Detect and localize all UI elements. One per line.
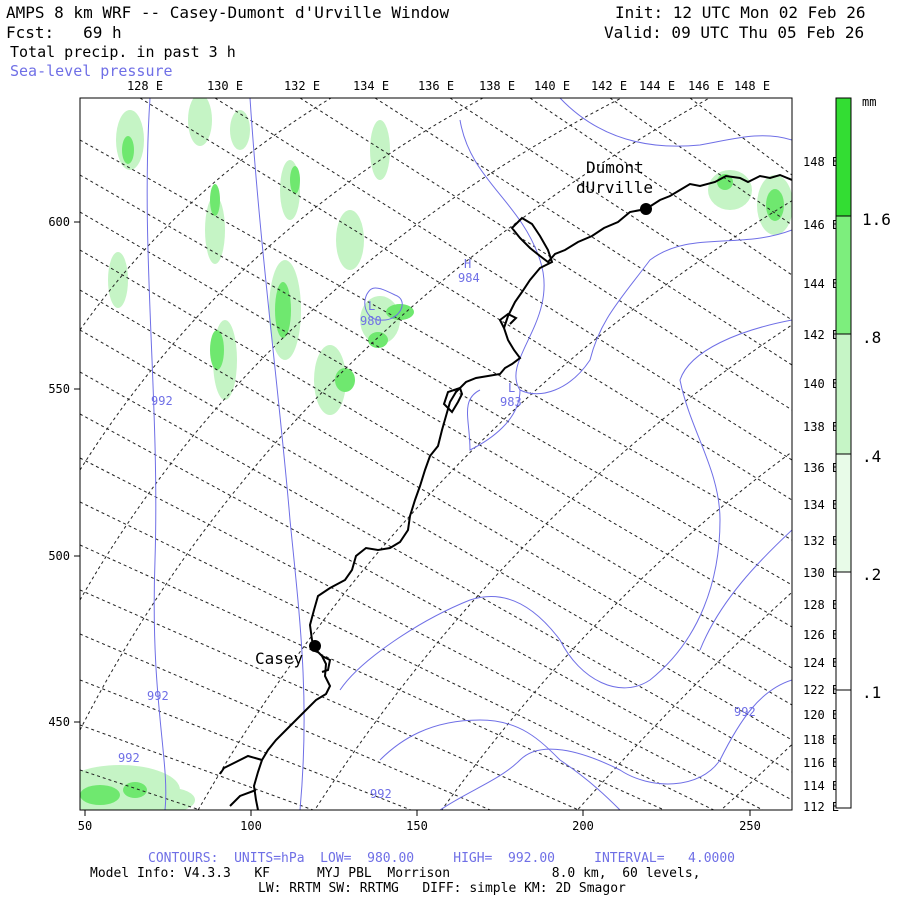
lon-label: 136 E: [803, 461, 839, 475]
y-axis-labels: 600 550 500 450: [48, 215, 70, 729]
lon-label: 132 E: [284, 79, 320, 93]
lon-label: 144 E: [639, 79, 675, 93]
y-tick-label: 550: [48, 382, 70, 396]
station-casey-label: Casey: [255, 649, 304, 668]
low-center-letter: L: [368, 299, 375, 313]
legend-level: .4: [862, 447, 881, 466]
legend-swatch-0.2: [836, 454, 851, 572]
lon-label: 130 E: [803, 566, 839, 580]
lon-label: 134 E: [803, 498, 839, 512]
lon-label: 148 E: [803, 155, 839, 169]
legend-level: 1.6: [862, 210, 891, 229]
high-center-value: 984: [458, 271, 480, 285]
isobar-label: 992: [151, 394, 173, 408]
lon-label: 128 E: [803, 598, 839, 612]
y-tick-label: 500: [48, 549, 70, 563]
precip-shading: [80, 98, 792, 810]
lon-label: 140 E: [803, 377, 839, 391]
lon-label: 118 E: [803, 733, 839, 747]
x-tick-label: 150: [406, 819, 428, 833]
legend-level: .2: [862, 565, 881, 584]
map-title: AMPS 8 km WRF -- Casey-Dumont d'Urville …: [6, 3, 450, 22]
station-dumont-label-line2: dUrville: [576, 178, 653, 197]
y-axis-ticks: [74, 221, 80, 723]
y-tick-label: 600: [48, 215, 70, 229]
x-tick-label: 200: [572, 819, 594, 833]
station-casey-marker[interactable]: [309, 640, 321, 652]
pressure-contours: [146, 98, 792, 810]
lon-label: 132 E: [803, 534, 839, 548]
pressure-labels: 992 992 992 992 992 H 984 L 980 L 983: [118, 257, 756, 801]
lon-label: 122 E: [803, 683, 839, 697]
lon-label: 144 E: [803, 277, 839, 291]
valid-time: Valid: 09 UTC Thu 05 Feb 26: [604, 23, 865, 42]
precip-legend: mm 1.6 .8 .4 .2 .1: [835, 95, 891, 809]
lon-label: 130 E: [207, 79, 243, 93]
lon-label: 138 E: [479, 79, 515, 93]
forecast-hour: Fcst: 69 h: [6, 23, 122, 42]
physics-info: LW: RRTM SW: RRTMG DIFF: simple KM: 2D S…: [258, 881, 626, 896]
latlon-grid: [80, 98, 792, 810]
lon-label: 142 E: [591, 79, 627, 93]
x-axis-ticks: [84, 810, 751, 816]
lon-label: 146 E: [688, 79, 724, 93]
model-info: Model Info: V4.3.3 KF MYJ PBL Morrison 8…: [90, 866, 701, 881]
low-center-letter: L: [508, 381, 515, 395]
plot-frame: [79, 97, 793, 811]
field-pressure-label: Sea-level pressure: [10, 62, 173, 80]
legend-swatch-0.4: [836, 334, 851, 454]
lon-label: 142 E: [803, 328, 839, 342]
lon-label: 124 E: [803, 656, 839, 670]
lon-label: 116 E: [803, 756, 839, 770]
lon-label: 128 E: [127, 79, 163, 93]
lon-label: 120 E: [803, 708, 839, 722]
isobar-label: 992: [370, 787, 392, 801]
legend-swatch-none: [836, 690, 851, 808]
isobar-label: 992: [734, 705, 756, 719]
lon-label: 148 E: [734, 79, 770, 93]
x-tick-label: 100: [240, 819, 262, 833]
contour-info: CONTOURS: UNITS=hPa LOW= 980.00 HIGH= 99…: [148, 851, 735, 866]
legend-level: .8: [862, 328, 881, 347]
high-center-letter: H: [464, 257, 471, 271]
y-tick-label: 450: [48, 715, 70, 729]
lon-label: 140 E: [534, 79, 570, 93]
legend-level: .1: [862, 683, 881, 702]
right-longitude-labels: 148 E 146 E 144 E 142 E 140 E 138 E 136 …: [803, 155, 839, 814]
lon-label: 134 E: [353, 79, 389, 93]
lon-label: 138 E: [803, 420, 839, 434]
x-tick-label: 250: [739, 819, 761, 833]
lon-label: 114 E: [803, 779, 839, 793]
station-dumont-label-line1: Dumont: [586, 158, 644, 177]
init-time: Init: 12 UTC Mon 02 Feb 26: [615, 3, 866, 22]
legend-swatch-0.1: [836, 572, 851, 690]
x-tick-label: 50: [78, 819, 92, 833]
station-dumont-marker[interactable]: [640, 203, 652, 215]
low-center-value: 983: [500, 395, 522, 409]
lon-label: 126 E: [803, 628, 839, 642]
lon-label: 112 E: [803, 800, 839, 814]
lon-label: 136 E: [418, 79, 454, 93]
isobar-label: 992: [147, 689, 169, 703]
top-longitude-labels: 128 E 130 E 132 E 134 E 136 E 138 E 140 …: [127, 79, 770, 93]
coastline: [219, 173, 792, 810]
low-center-value: 980: [360, 314, 382, 328]
legend-swatch-1.6: [836, 98, 851, 216]
lon-label: 146 E: [803, 218, 839, 232]
x-axis-labels: 50 100 150 200 250: [78, 819, 761, 833]
legend-swatch-0.8: [836, 216, 851, 334]
isobar-label: 992: [118, 751, 140, 765]
legend-unit: mm: [862, 95, 876, 109]
field-precip-label: Total precip. in past 3 h: [10, 43, 236, 61]
